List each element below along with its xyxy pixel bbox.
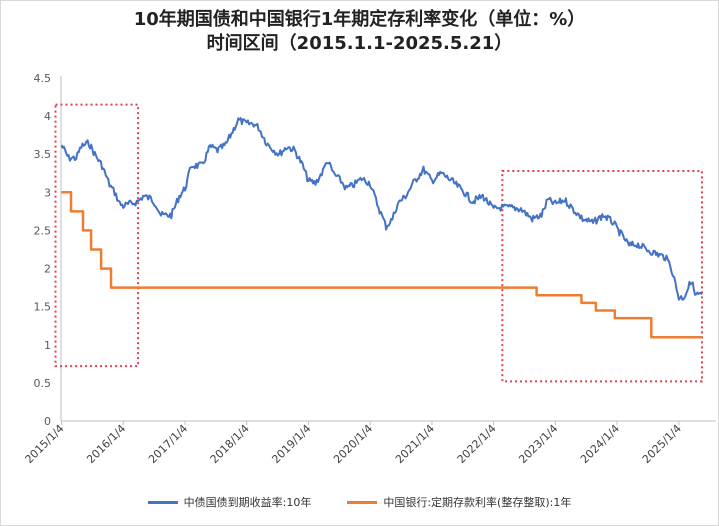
- y-tick-label-4: 2: [44, 263, 51, 276]
- x-tick-label-4: 2019/1/4: [269, 422, 313, 466]
- x-tick-label-10: 2025/1/4: [640, 422, 684, 466]
- chart-title: 10年期国债和中国银行1年期定存利率变化（单位：%）: [133, 9, 586, 30]
- x-tick-label-2: 2017/1/4: [146, 422, 190, 466]
- y-tick-label-3: 1.5: [34, 301, 52, 314]
- y-tick-label-5: 2.5: [34, 224, 52, 237]
- y-tick-label-9: 4.5: [34, 72, 52, 85]
- y-tick-label-8: 4: [44, 110, 51, 123]
- series-line-0: [60, 117, 703, 301]
- highlight-box-0: [54, 103, 140, 368]
- legend-swatch-bond: [147, 500, 178, 504]
- y-tick-label-7: 3.5: [34, 148, 52, 161]
- legend-item-bond: 中债国债到期收益率:10年: [147, 494, 312, 510]
- x-tick-label-9: 2024/1/4: [578, 422, 622, 466]
- y-tick-label-6: 3: [44, 186, 51, 199]
- x-tick-label-7: 2022/1/4: [455, 422, 499, 466]
- x-tick-label-5: 2020/1/4: [331, 422, 375, 466]
- series-line-1: [61, 191, 702, 339]
- x-tick-label-3: 2018/1/4: [208, 422, 252, 466]
- y-tick-label-2: 1: [44, 339, 51, 352]
- y-tick-label-1: 0.5: [34, 377, 52, 390]
- legend-swatch-deposit: [347, 500, 378, 504]
- chart-subtitle: 时间区间（2015.1.1-2025.5.21）: [206, 33, 513, 54]
- legend-label-bond: 中债国债到期收益率:10年: [183, 496, 312, 509]
- legend-item-deposit: 中国银行:定期存款利率(整存整取):1年: [347, 494, 571, 510]
- x-tick-label-8: 2023/1/4: [516, 422, 560, 466]
- legend-label-deposit: 中国银行:定期存款利率(整存整取):1年: [383, 496, 572, 509]
- legend: 中债国债到期收益率:10年 中国银行:定期存款利率(整存整取):1年: [0, 494, 719, 510]
- y-tick-label-0: 0: [44, 415, 51, 428]
- x-tick-label-6: 2021/1/4: [393, 422, 437, 466]
- x-tick-label-0: 2015/1/4: [23, 422, 67, 466]
- x-tick-label-1: 2016/1/4: [84, 422, 128, 466]
